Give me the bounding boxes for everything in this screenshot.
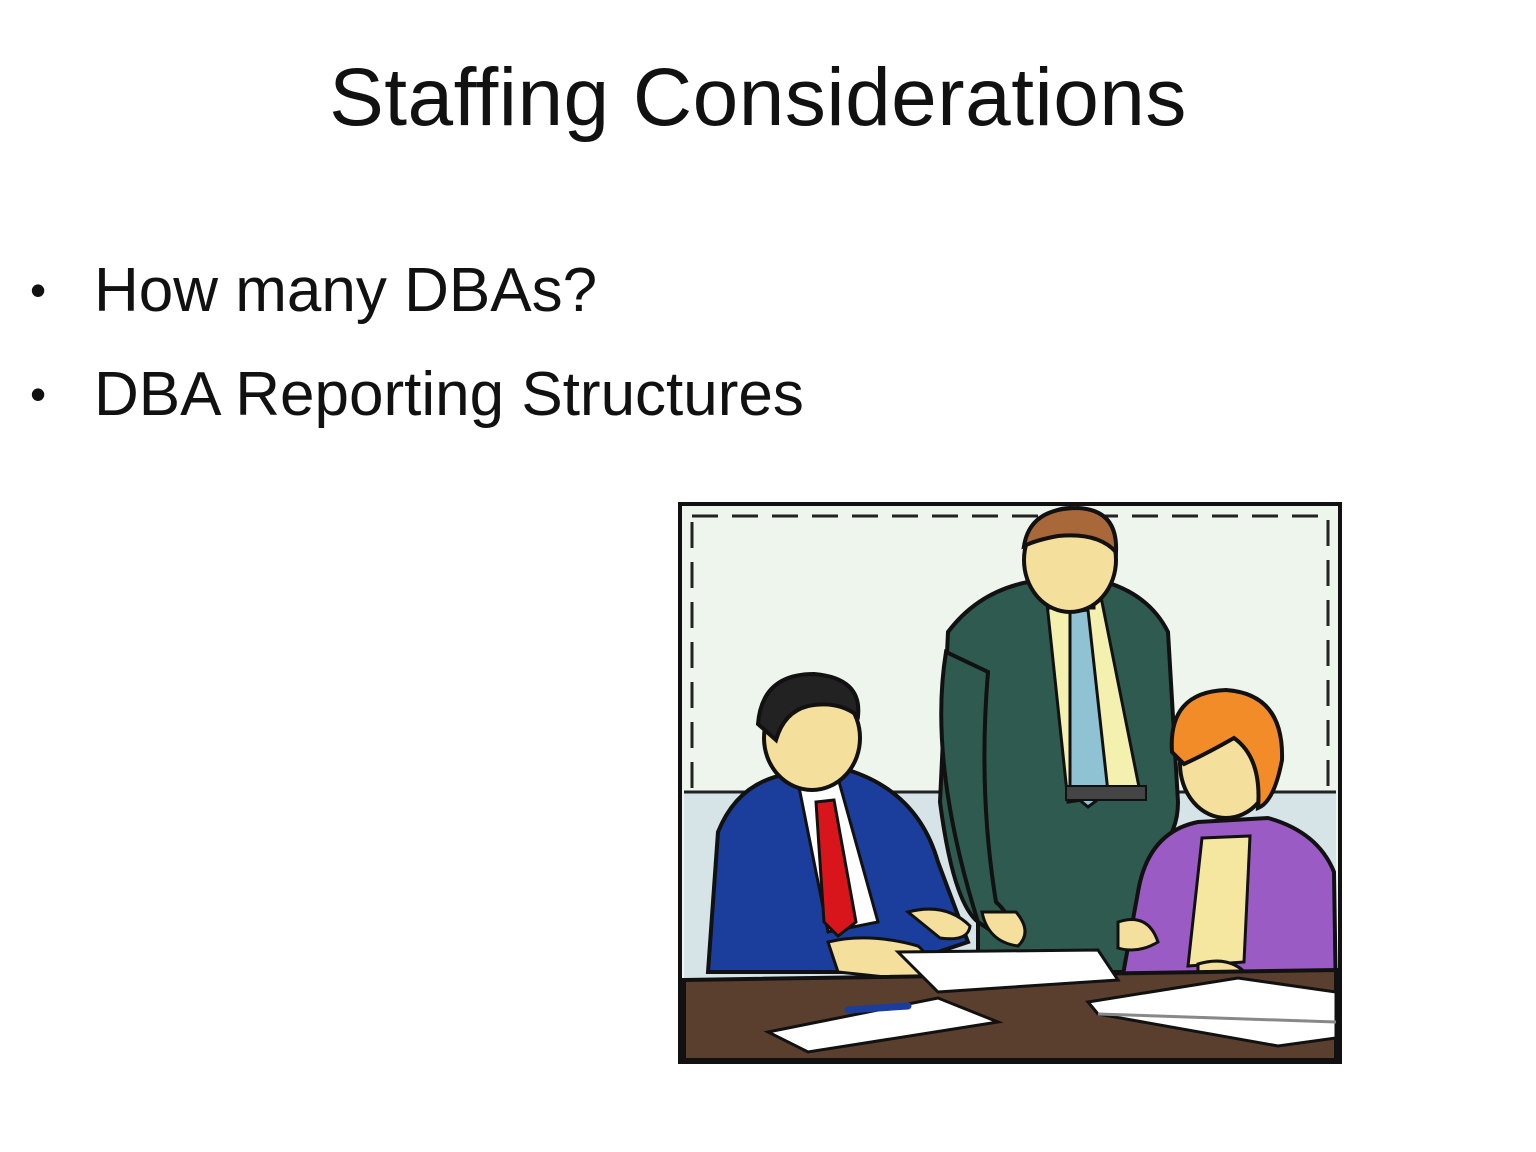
bullet-item: • How many DBAs? xyxy=(28,238,804,342)
standing-man-figure xyxy=(937,505,1181,974)
bullet-text: How many DBAs? xyxy=(94,255,598,325)
slide-title: Staffing Considerations xyxy=(329,52,1187,143)
seated-man-figure xyxy=(705,671,972,982)
bullet-item: • DBA Reporting Structures xyxy=(28,342,804,446)
bullet-text: DBA Reporting Structures xyxy=(94,359,804,429)
office-meeting-clipart-icon xyxy=(678,502,1342,1064)
paper-icon xyxy=(894,948,1121,994)
bullet-dot-icon: • xyxy=(30,264,47,316)
bullet-list: • How many DBAs? • DBA Reporting Structu… xyxy=(28,238,804,446)
bullet-dot-icon: • xyxy=(30,368,47,420)
seated-woman-figure xyxy=(1115,687,1339,1004)
pen-icon xyxy=(844,1002,912,1014)
